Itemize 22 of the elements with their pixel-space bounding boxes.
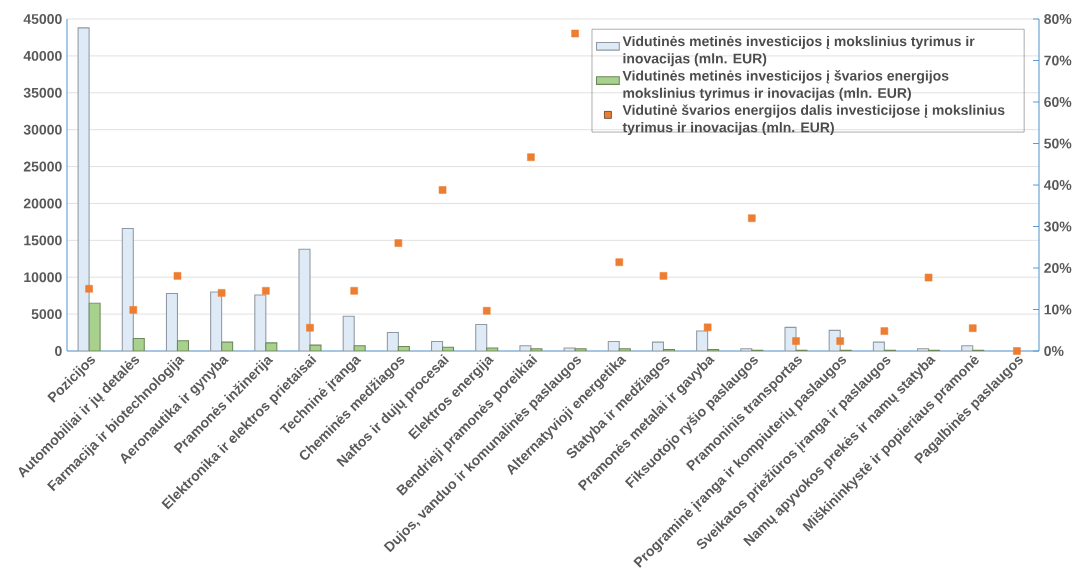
y2-tick-label: 40% bbox=[1043, 180, 1072, 190]
y-tick-label: 25000 bbox=[23, 161, 62, 172]
y-tick-label: 20000 bbox=[23, 198, 62, 209]
y-tick-label: 30000 bbox=[23, 124, 62, 135]
y2-tick-label: 20% bbox=[1044, 263, 1072, 273]
y-tick-label: 40000 bbox=[23, 50, 62, 61]
y2-tick-label: 30% bbox=[1044, 221, 1072, 232]
y-tick-label: 15000 bbox=[24, 235, 62, 246]
y-tick-label: 10000 bbox=[24, 272, 62, 283]
y-tick-label: 5000 bbox=[31, 309, 62, 320]
y2-tick-label: 0% bbox=[1044, 346, 1064, 356]
legend-label: Vidutinės metinės investicijos į mokslinius tyrimus ir inovacijas (mln. EUR) bbox=[622, 35, 975, 67]
legend-label: Vidutinės metinės investicijos į švarios energijos mokslinius tyrimus ir inovacijas (mln. EUR) bbox=[622, 70, 949, 101]
y2-tick-label: 50% bbox=[1044, 138, 1072, 149]
y2-tick-label: 10% bbox=[1044, 304, 1072, 315]
y-tick-label: 0 bbox=[55, 346, 62, 356]
y2-tick-label: 60% bbox=[1044, 97, 1072, 107]
legend-label: Vidutinė švarios energijos dalis investicijose į mokslinius tyrimus ir inovacijas (mln. EUR) bbox=[622, 104, 1005, 136]
y2-tick-label: 70% bbox=[1044, 55, 1072, 66]
y-tick-label: 35000 bbox=[23, 87, 62, 98]
y2-tick-label: 80% bbox=[1044, 14, 1072, 24]
y-tick-label: 45000 bbox=[23, 14, 62, 24]
